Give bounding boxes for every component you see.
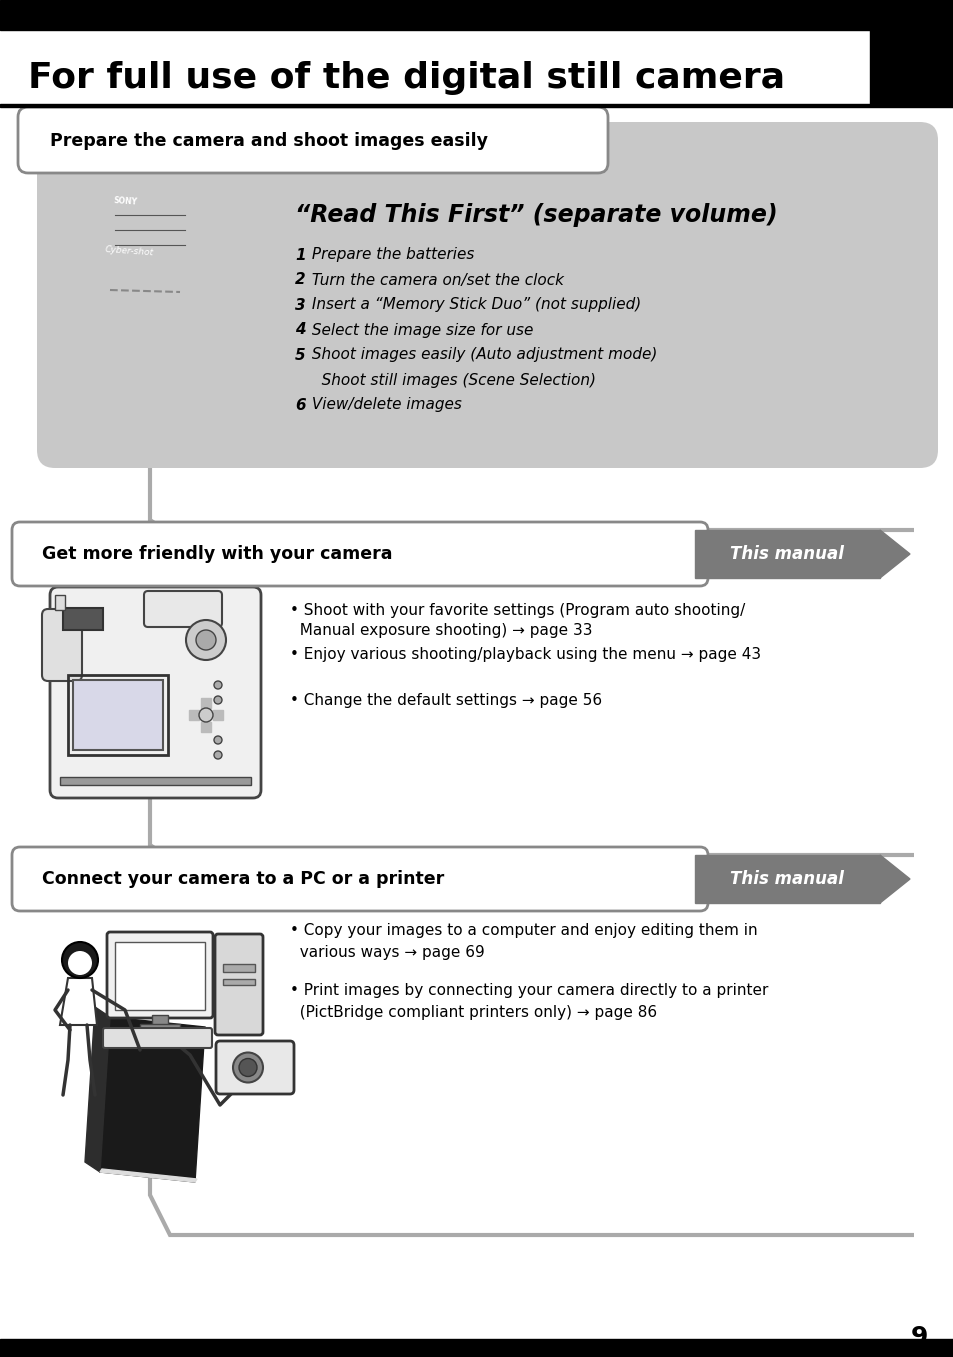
Text: Shoot still images (Scene Selection): Shoot still images (Scene Selection) (307, 373, 596, 388)
Text: Turn the camera on/set the clock: Turn the camera on/set the clock (307, 273, 563, 288)
FancyBboxPatch shape (12, 847, 707, 911)
Bar (695, 855, 879, 902)
Bar (60, 778, 251, 784)
Text: Get more friendly with your camera: Get more friendly with your camera (42, 546, 392, 563)
Text: 3: 3 (294, 297, 305, 312)
FancyBboxPatch shape (214, 934, 263, 1035)
Text: Shoot images easily (Auto adjustment mode): Shoot images easily (Auto adjustment mod… (307, 347, 657, 362)
Bar (0, 30, 869, 104)
Circle shape (213, 696, 222, 704)
Text: • Change the default settings → page 56: • Change the default settings → page 56 (290, 692, 601, 707)
Circle shape (68, 951, 91, 974)
Text: Connect your camera to a PC or a printer: Connect your camera to a PC or a printer (42, 870, 444, 887)
Circle shape (239, 1058, 256, 1076)
Circle shape (62, 942, 98, 978)
Text: 1: 1 (294, 247, 305, 262)
Text: Cyber-shot: Cyber-shot (105, 244, 154, 256)
Circle shape (213, 735, 222, 744)
Text: (PictBridge compliant printers only) → page 86: (PictBridge compliant printers only) → p… (290, 1004, 657, 1019)
FancyBboxPatch shape (37, 122, 937, 468)
Circle shape (195, 630, 215, 650)
Text: For full use of the digital still camera: For full use of the digital still camera (28, 61, 784, 95)
Bar (140, 1025, 180, 1029)
FancyBboxPatch shape (18, 107, 607, 172)
Text: SONY: SONY (112, 197, 137, 208)
Bar (63, 608, 103, 630)
FancyBboxPatch shape (144, 592, 222, 627)
Circle shape (199, 708, 213, 722)
Polygon shape (879, 531, 909, 578)
Text: Prepare the batteries: Prepare the batteries (307, 247, 474, 262)
Text: various ways → page 69: various ways → page 69 (290, 944, 484, 959)
Text: Select the image size for use: Select the image size for use (307, 323, 533, 338)
Polygon shape (85, 1007, 110, 1172)
Bar (152, 1015, 168, 1027)
FancyBboxPatch shape (103, 1029, 212, 1048)
Polygon shape (60, 978, 97, 1025)
Text: 9: 9 (909, 1324, 926, 1349)
Text: This manual: This manual (730, 546, 843, 563)
Text: • Shoot with your favorite settings (Program auto shooting/: • Shoot with your favorite settings (Pro… (290, 603, 744, 617)
Polygon shape (100, 1168, 196, 1182)
Circle shape (213, 681, 222, 689)
Bar (115, 942, 205, 1010)
FancyBboxPatch shape (50, 588, 261, 798)
Bar (0, 104, 953, 107)
Bar (0, 1339, 953, 1357)
Bar (213, 710, 223, 721)
Bar (55, 594, 65, 611)
Text: This manual: This manual (730, 870, 843, 887)
Bar (869, 30, 953, 104)
Circle shape (233, 1053, 263, 1083)
Text: • Enjoy various shooting/playback using the menu → page 43: • Enjoy various shooting/playback using … (290, 647, 760, 662)
FancyBboxPatch shape (215, 1041, 294, 1094)
Bar (73, 680, 163, 750)
Bar (0, 0, 953, 30)
Text: 5: 5 (294, 347, 305, 362)
Polygon shape (879, 855, 909, 902)
Bar (68, 674, 168, 754)
FancyBboxPatch shape (107, 932, 213, 1018)
Bar (201, 722, 211, 731)
Bar (189, 710, 199, 721)
Text: • Copy your images to a computer and enjoy editing them in: • Copy your images to a computer and enj… (290, 923, 757, 938)
Text: Insert a “Memory Stick Duo” (not supplied): Insert a “Memory Stick Duo” (not supplie… (307, 297, 640, 312)
Polygon shape (100, 1016, 205, 1182)
Text: Prepare the camera and shoot images easily: Prepare the camera and shoot images easi… (50, 132, 488, 151)
Bar (201, 697, 211, 708)
FancyBboxPatch shape (42, 609, 82, 681)
Text: “Read This First” (separate volume): “Read This First” (separate volume) (294, 204, 777, 227)
Text: 6: 6 (294, 398, 305, 413)
Bar (695, 531, 879, 578)
Text: 4: 4 (294, 323, 305, 338)
Text: • Print images by connecting your camera directly to a printer: • Print images by connecting your camera… (290, 982, 767, 997)
Text: View/delete images: View/delete images (307, 398, 461, 413)
Bar (223, 978, 254, 985)
Circle shape (213, 750, 222, 759)
Text: 2: 2 (294, 273, 305, 288)
FancyBboxPatch shape (12, 522, 707, 586)
Bar (223, 963, 254, 972)
Circle shape (186, 620, 226, 660)
Text: Manual exposure shooting) → page 33: Manual exposure shooting) → page 33 (290, 623, 592, 638)
